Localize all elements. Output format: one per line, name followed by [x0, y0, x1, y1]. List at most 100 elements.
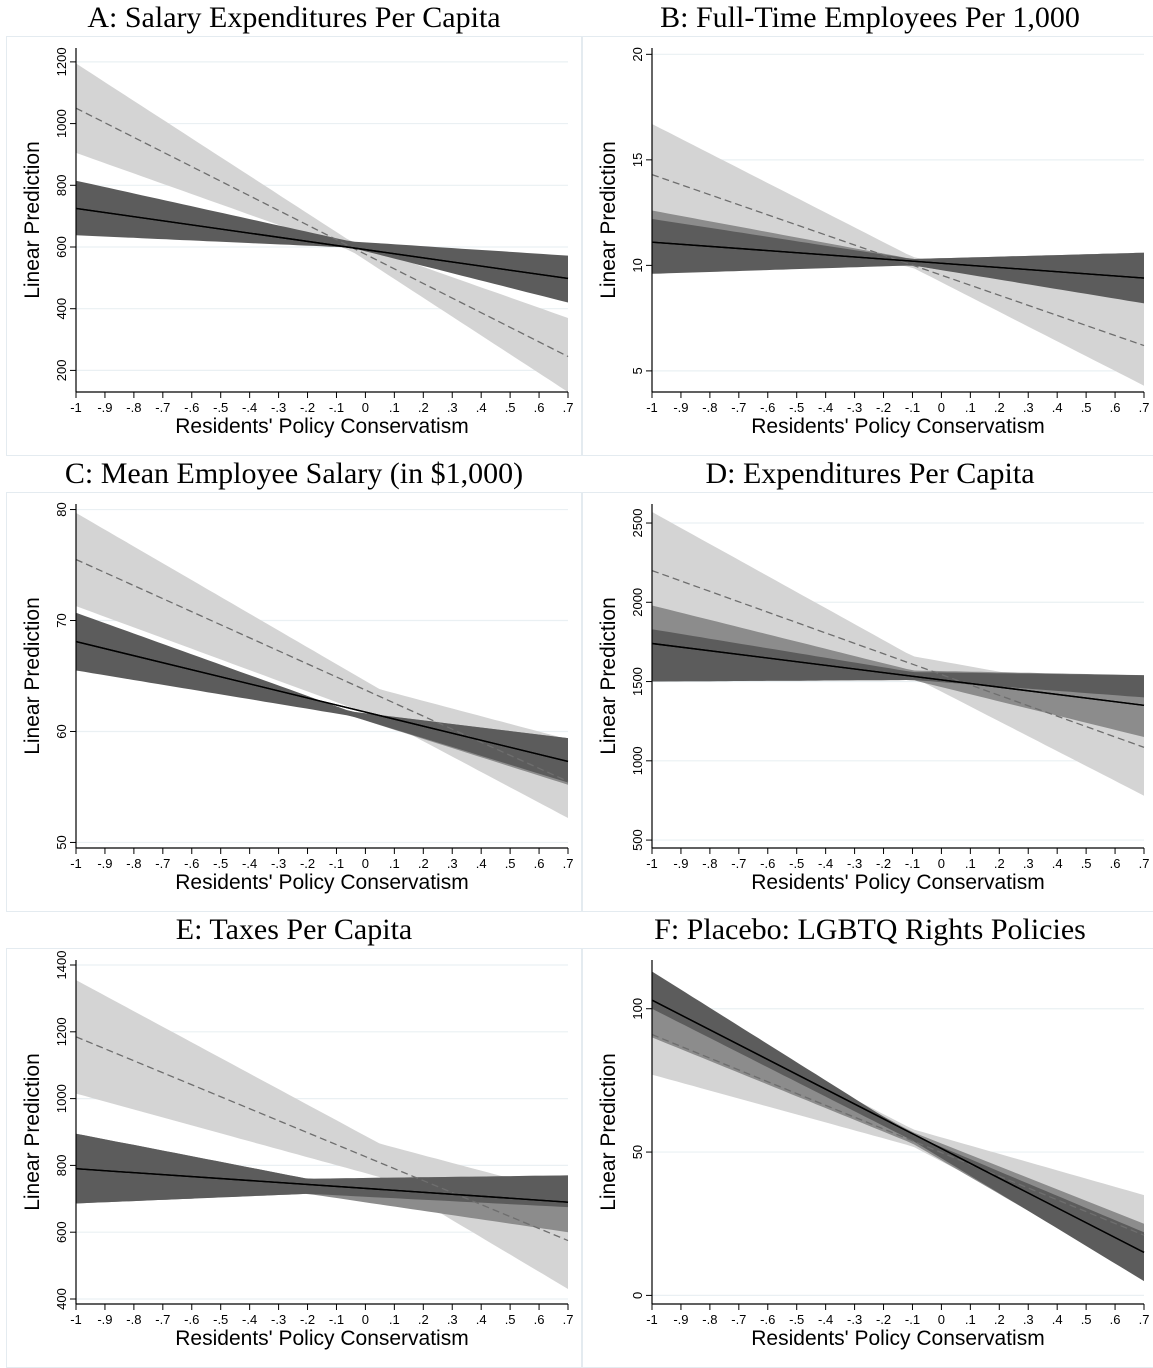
y-tick-label: 1200: [54, 1017, 69, 1046]
x-tick-label: -.8: [702, 856, 717, 871]
y-axis-label: Linear Prediction: [21, 141, 44, 299]
x-tick-label: -.6: [184, 400, 199, 415]
x-tick-label: -.2: [300, 1312, 315, 1327]
prediction-line-0: [652, 1035, 1144, 1236]
x-tick-label: -.1: [905, 856, 920, 871]
x-tick-label: -.7: [155, 1312, 170, 1327]
panel-title: C: Mean Employee Salary (in $1,000): [6, 456, 582, 492]
y-tick-label: 600: [54, 236, 69, 258]
x-tick-label: .1: [965, 1312, 976, 1327]
x-tick-label: .1: [389, 400, 400, 415]
x-tick-label: 0: [938, 400, 945, 415]
x-tick-label: -.1: [905, 400, 920, 415]
x-tick-label: -.1: [329, 856, 344, 871]
x-tick-label: .5: [505, 856, 516, 871]
y-tick-label: 1400: [54, 951, 69, 980]
x-tick-label: -.7: [155, 400, 170, 415]
x-tick-label: -.2: [300, 400, 315, 415]
y-tick-label: 1000: [630, 746, 645, 775]
x-tick-label: -.4: [242, 400, 257, 415]
x-tick-label: -.3: [271, 856, 286, 871]
x-tick-label: -.4: [818, 856, 833, 871]
x-tick-label: 0: [938, 856, 945, 871]
x-tick-label: .6: [1110, 1312, 1121, 1327]
x-tick-label: -1: [70, 1312, 82, 1327]
y-axis-label: Linear Prediction: [597, 1053, 620, 1211]
x-tick-label: 0: [362, 856, 369, 871]
y-tick-label: 80: [54, 502, 69, 516]
y-tick-label: 400: [54, 298, 69, 320]
x-tick-label: .5: [1081, 1312, 1092, 1327]
x-tick-label: .2: [418, 1312, 429, 1327]
y-tick-label: 60: [54, 724, 69, 738]
x-tick-label: 0: [362, 1312, 369, 1327]
y-tick-label: 1000: [54, 1084, 69, 1113]
x-tick-label: -.3: [271, 1312, 286, 1327]
y-tick-label: 20: [630, 47, 645, 61]
x-tick-label: -.1: [905, 1312, 920, 1327]
x-tick-label: -.3: [847, 400, 862, 415]
prediction-line-0: [76, 1037, 568, 1241]
x-tick-label: -.5: [213, 856, 228, 871]
x-tick-label: .2: [994, 400, 1005, 415]
x-tick-label: .5: [505, 400, 516, 415]
x-tick-label: .5: [505, 1312, 516, 1327]
x-tick-label: -.9: [97, 1312, 112, 1327]
prediction-line-2: [652, 1000, 1144, 1252]
confidence-band-2: [76, 181, 568, 303]
x-tick-label: -.2: [876, 1312, 891, 1327]
x-tick-label: .7: [1139, 856, 1150, 871]
x-tick-label: -1: [646, 400, 658, 415]
x-tick-label: .4: [476, 1312, 487, 1327]
x-tick-label: -.5: [789, 856, 804, 871]
y-tick-label: 15: [630, 153, 645, 167]
y-tick-label: 100: [630, 998, 645, 1020]
x-tick-label: -.3: [847, 856, 862, 871]
x-tick-label: .7: [1139, 1312, 1150, 1327]
x-tick-label: -.7: [155, 856, 170, 871]
x-tick-label: -.5: [789, 400, 804, 415]
y-tick-label: 1200: [54, 47, 69, 76]
x-tick-label: -.6: [184, 1312, 199, 1327]
x-tick-label: -.9: [673, 400, 688, 415]
x-tick-label: .4: [476, 400, 487, 415]
x-tick-label: .7: [1139, 400, 1150, 415]
x-tick-label: .2: [994, 856, 1005, 871]
x-tick-label: -.4: [242, 856, 257, 871]
y-axis-label: Linear Prediction: [597, 597, 620, 755]
x-tick-label: -1: [70, 400, 82, 415]
x-tick-label: -.7: [731, 856, 746, 871]
x-tick-label: -.7: [731, 1312, 746, 1327]
x-tick-label: .2: [418, 400, 429, 415]
x-tick-label: .4: [476, 856, 487, 871]
y-tick-label: 500: [630, 829, 645, 851]
y-tick-label: 2500: [630, 509, 645, 538]
y-tick-label: 70: [54, 613, 69, 627]
x-tick-label: -.4: [818, 400, 833, 415]
y-tick-label: 800: [54, 174, 69, 196]
x-tick-label: -.2: [876, 856, 891, 871]
x-tick-label: .6: [1110, 856, 1121, 871]
y-tick-label: 2000: [630, 588, 645, 617]
x-tick-label: -.4: [818, 1312, 833, 1327]
x-tick-label: .7: [563, 856, 574, 871]
chart-e: 400600800100012001400-1-.9-.8-.7-.6-.5-.…: [6, 948, 582, 1368]
x-axis-label: Residents' Policy Conservatism: [751, 415, 1044, 438]
x-tick-label: -.7: [731, 400, 746, 415]
x-axis-label: Residents' Policy Conservatism: [751, 1327, 1044, 1350]
confidence-band-2: [76, 613, 568, 783]
x-tick-label: -.8: [126, 1312, 141, 1327]
x-tick-label: -1: [646, 856, 658, 871]
x-tick-label: .5: [1081, 856, 1092, 871]
x-axis-label: Residents' Policy Conservatism: [175, 1327, 468, 1350]
y-tick-label: 1500: [630, 667, 645, 696]
x-tick-label: .4: [1052, 856, 1063, 871]
panel-title: B: Full-Time Employees Per 1,000: [582, 0, 1153, 36]
x-tick-label: .3: [1023, 1312, 1034, 1327]
